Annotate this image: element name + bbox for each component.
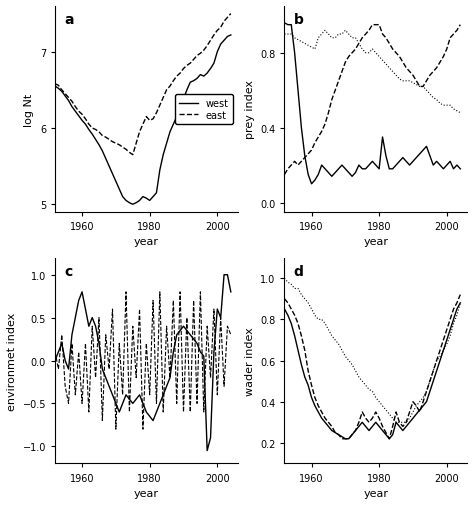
Y-axis label: environmet index: environmet index <box>7 312 17 410</box>
Text: c: c <box>64 264 73 278</box>
east <box>157 103 163 109</box>
Y-axis label: prey index: prey index <box>245 80 255 139</box>
west <box>228 33 234 39</box>
Line: west: west <box>55 36 231 205</box>
east <box>191 57 197 63</box>
west <box>160 153 166 159</box>
east <box>228 12 234 18</box>
X-axis label: year: year <box>363 488 388 498</box>
west <box>157 168 163 174</box>
east <box>130 153 136 159</box>
east <box>167 84 173 90</box>
Text: d: d <box>293 264 303 278</box>
west <box>167 129 173 135</box>
Y-axis label: wader index: wader index <box>245 327 255 395</box>
east <box>52 81 58 87</box>
east <box>160 95 166 102</box>
west <box>130 202 136 208</box>
X-axis label: year: year <box>363 237 388 247</box>
Line: east: east <box>55 15 231 156</box>
Text: a: a <box>64 13 73 27</box>
Legend: west, east: west, east <box>175 95 233 125</box>
Y-axis label: log Nt: log Nt <box>24 93 34 126</box>
west <box>211 61 217 67</box>
east <box>100 133 105 139</box>
X-axis label: year: year <box>134 488 159 498</box>
west <box>100 148 105 155</box>
east <box>211 33 217 39</box>
X-axis label: year: year <box>134 237 159 247</box>
west <box>191 78 197 84</box>
Text: b: b <box>293 13 303 27</box>
west <box>52 84 58 90</box>
